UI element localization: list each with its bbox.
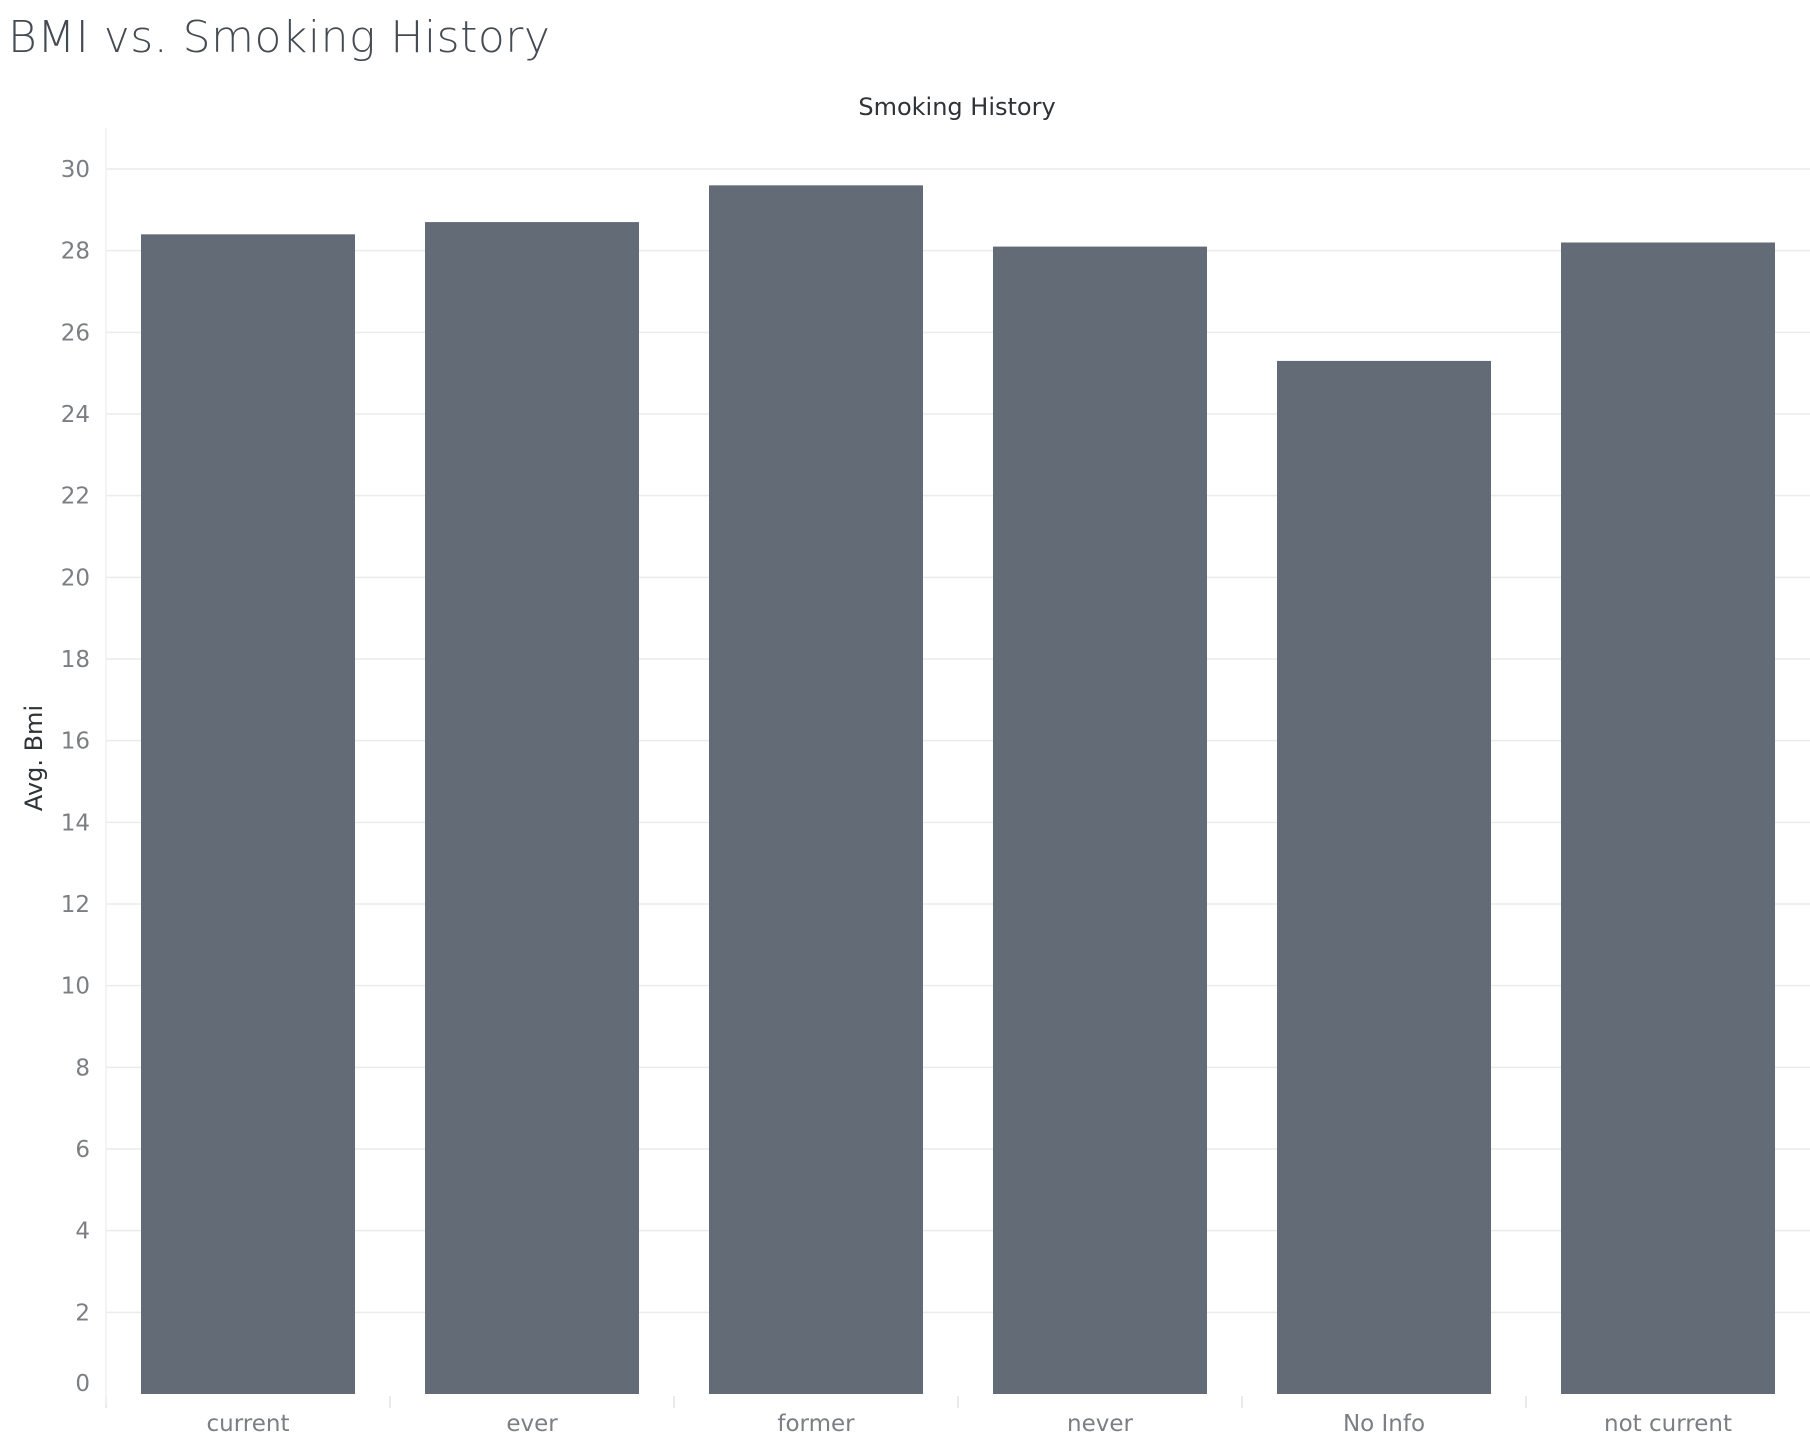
bars (141, 185, 1775, 1395)
y-tick-label: 14 (61, 810, 90, 836)
bar-not-current (1561, 242, 1775, 1394)
x-tick-label: former (777, 1411, 855, 1437)
x-axis-title: Smoking History (858, 93, 1055, 121)
y-tick-label: 12 (61, 892, 90, 918)
y-tick-label: 4 (75, 1219, 90, 1245)
y-tick-label: 6 (75, 1137, 90, 1163)
y-tick-label: 26 (61, 320, 90, 346)
bar-no-info (1277, 360, 1491, 1395)
bar-current (141, 234, 355, 1394)
x-tick-label: never (1067, 1411, 1133, 1437)
y-tick-label: 30 (61, 157, 90, 183)
bar-never (993, 246, 1207, 1394)
y-tick-label: 10 (61, 974, 90, 1000)
y-tick-label: 0 (75, 1371, 90, 1397)
x-axis-ticks: current ever former never No Info not current (105, 1396, 1732, 1437)
y-tick-label: 28 (61, 239, 90, 265)
y-tick-label: 20 (61, 565, 90, 591)
y-tick-label: 2 (75, 1300, 90, 1326)
y-tick-label: 18 (61, 647, 90, 673)
gridlines (106, 168, 1810, 1314)
x-tick-label: ever (506, 1411, 558, 1437)
x-tick-label: No Info (1343, 1411, 1425, 1437)
y-tick-label: 22 (61, 484, 90, 510)
chart-title: BMI vs. Smoking History (8, 12, 551, 63)
x-tick-label: current (207, 1411, 290, 1437)
x-tick-label: not current (1604, 1411, 1732, 1437)
y-axis-title: Avg. Bmi (20, 705, 48, 811)
y-tick-label: 8 (75, 1055, 90, 1081)
y-tick-label: 24 (61, 402, 90, 428)
bar-former (709, 185, 923, 1394)
y-tick-label: 16 (61, 729, 90, 755)
bar-ever (425, 222, 639, 1394)
